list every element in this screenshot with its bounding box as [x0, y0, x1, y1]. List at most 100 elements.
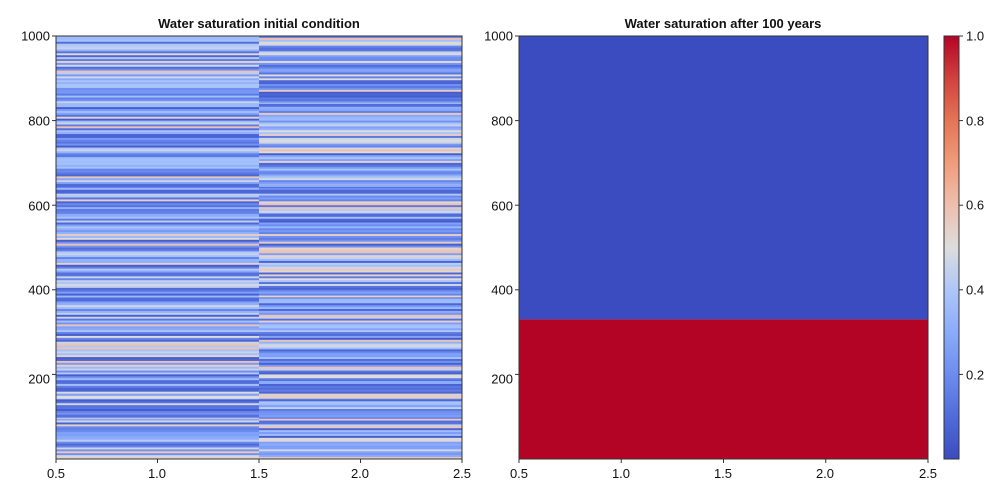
- right-plot-title: Water saturation after 100 years: [625, 16, 822, 31]
- heatmap-cell: [56, 451, 260, 454]
- heatmap-cell: [259, 259, 462, 262]
- heatmap-cell: [259, 101, 462, 104]
- right-ytick-800: 800: [491, 113, 513, 128]
- heatmap-cell: [56, 159, 260, 162]
- heatmap-cell: [56, 428, 260, 431]
- heatmap-layer: [259, 184, 462, 188]
- heatmap-cell: [56, 120, 260, 123]
- heatmap-cell: [259, 264, 462, 268]
- heatmap-cell: [259, 80, 462, 83]
- heatmap-cell: [56, 259, 260, 262]
- heatmap-cell: [56, 445, 260, 448]
- heatmap-cell: [259, 310, 462, 314]
- heatmap-cell: [56, 61, 260, 64]
- heatmap-cell: [259, 124, 462, 127]
- left-xtick-2.0: 2.0: [351, 466, 369, 481]
- heatmap-cell: [259, 326, 462, 329]
- heatmap-cell: [259, 328, 462, 331]
- heatmap-cell: [56, 253, 260, 256]
- heatmap-cell: [259, 324, 462, 327]
- heatmap-cell: [259, 49, 462, 52]
- saturation-region: [519, 36, 928, 320]
- heatmap-cell: [259, 449, 462, 452]
- heatmap-cell: [259, 87, 462, 91]
- heatmap-cell: [56, 284, 260, 287]
- heatmap-cell: [56, 62, 260, 66]
- heatmap-cell: [56, 376, 260, 379]
- heatmap-cell: [259, 207, 462, 210]
- heatmap-cell: [56, 241, 260, 245]
- left-ytick-800: 800: [28, 113, 50, 128]
- heatmap-cell: [259, 234, 462, 237]
- heatmap-cell: [56, 347, 260, 350]
- heatmap-cell: [56, 266, 260, 270]
- heatmap-cell: [259, 174, 462, 177]
- heatmap-cell: [259, 66, 462, 70]
- colorbar-gradient: [943, 35, 960, 460]
- heatmap-cell: [259, 270, 462, 273]
- heatmap-cell: [56, 76, 260, 79]
- heatmap-cell: [259, 322, 462, 325]
- heatmap-cell: [56, 84, 260, 87]
- heatmap-cell: [56, 128, 260, 131]
- heatmap-cell: [56, 174, 260, 177]
- heatmap-cell: [56, 420, 260, 423]
- heatmap-cell: [259, 130, 462, 133]
- right-ytick-400: 400: [491, 282, 513, 297]
- heatmap-cell: [56, 157, 260, 160]
- heatmap-cell: [259, 272, 462, 275]
- heatmap-cell: [56, 303, 260, 306]
- heatmap-cell: [56, 59, 260, 62]
- heatmap-cell: [259, 293, 462, 296]
- heatmap-cell: [56, 130, 260, 133]
- heatmap-cell: [259, 364, 462, 368]
- heatmap-cell: [259, 139, 462, 143]
- heatmap-cell: [56, 107, 260, 110]
- heatmap-cell: [56, 80, 260, 83]
- heatmap-cell: [56, 39, 260, 43]
- heatmap-cell: [259, 445, 462, 448]
- heatmap-cell: [56, 137, 260, 141]
- heatmap-cell: [259, 245, 462, 248]
- heatmap-cell: [259, 61, 462, 64]
- heatmap-cell: [259, 428, 462, 431]
- heatmap-cell: [56, 153, 260, 156]
- heatmap-cell: [259, 426, 462, 429]
- heatmap-cell: [259, 447, 462, 450]
- heatmap-cell: [56, 280, 260, 283]
- heatmap-cell: [259, 345, 462, 348]
- heatmap-cell: [56, 47, 260, 50]
- heatmap-cell: [259, 182, 462, 185]
- heatmap-cell: [259, 99, 462, 102]
- heatmap-cell: [259, 178, 462, 181]
- heatmap-layer: [56, 298, 259, 302]
- heatmap-cell: [259, 372, 462, 375]
- heatmap-cell: [56, 385, 260, 389]
- heatmap-cell: [56, 141, 260, 145]
- heatmap-cell: [56, 357, 260, 360]
- heatmap-cell: [56, 45, 260, 48]
- heatmap-cell: [56, 135, 260, 139]
- heatmap-cell: [259, 349, 462, 352]
- heatmap-cell: [56, 401, 260, 404]
- heatmap-cell: [56, 355, 260, 358]
- heatmap-cell: [259, 153, 462, 156]
- heatmap-cell: [56, 424, 260, 427]
- heatmap-cell: [56, 310, 260, 314]
- heatmap-cell: [259, 41, 462, 45]
- heatmap-cell: [56, 366, 260, 370]
- heatmap-layer: [259, 380, 462, 384]
- heatmap-cell: [259, 341, 462, 345]
- heatmap-cell: [259, 376, 462, 379]
- heatmap-cell: [56, 110, 260, 114]
- heatmap-layer: [259, 298, 462, 302]
- heatmap-cell: [56, 74, 260, 77]
- heatmap-cell: [56, 324, 260, 327]
- heatmap-cell: [259, 330, 462, 333]
- saturation-region: [519, 319, 928, 459]
- heatmap-cell: [259, 176, 462, 179]
- heatmap-cell: [56, 139, 260, 143]
- heatmap-cell: [259, 249, 462, 252]
- heatmap-layer: [56, 213, 259, 217]
- heatmap-cell: [56, 345, 260, 348]
